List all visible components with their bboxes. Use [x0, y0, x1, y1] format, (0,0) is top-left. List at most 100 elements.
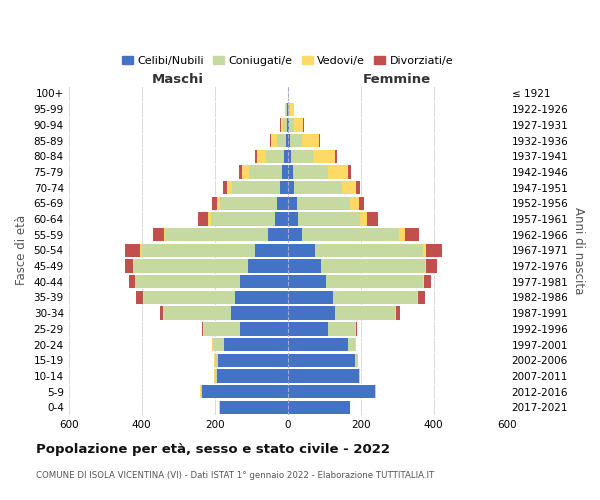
Bar: [136, 291, 143, 304]
Bar: [290, 102, 294, 116]
Bar: [423, 275, 424, 288]
Bar: [164, 306, 231, 320]
Bar: [294, 181, 342, 194]
Bar: [396, 306, 400, 320]
Bar: [427, 244, 442, 257]
Bar: [242, 166, 250, 178]
Bar: [328, 322, 355, 336]
Bar: [287, 369, 359, 382]
Bar: [348, 166, 351, 178]
Bar: [285, 102, 286, 116]
Bar: [160, 306, 163, 320]
Bar: [350, 196, 359, 210]
Bar: [326, 275, 423, 288]
Bar: [136, 275, 240, 288]
Bar: [335, 150, 337, 163]
Bar: [231, 306, 287, 320]
Bar: [334, 291, 417, 304]
Bar: [284, 150, 287, 163]
Bar: [287, 196, 297, 210]
Bar: [298, 212, 360, 226]
Bar: [360, 212, 367, 226]
Bar: [287, 181, 294, 194]
Bar: [425, 260, 427, 273]
Bar: [223, 181, 227, 194]
Bar: [348, 338, 355, 351]
Bar: [287, 354, 355, 367]
Bar: [395, 306, 396, 320]
Bar: [202, 322, 203, 336]
Bar: [142, 244, 255, 257]
Y-axis label: Fasce di età: Fasce di età: [15, 216, 28, 286]
Text: Popolazione per età, sesso e stato civile - 2022: Popolazione per età, sesso e stato civil…: [36, 442, 390, 456]
Bar: [342, 181, 356, 194]
Bar: [297, 196, 350, 210]
Bar: [235, 291, 287, 304]
Bar: [220, 400, 287, 414]
Bar: [319, 134, 320, 147]
Bar: [201, 385, 202, 398]
Bar: [355, 354, 358, 367]
Bar: [302, 134, 319, 147]
Bar: [125, 260, 133, 273]
Bar: [255, 150, 257, 163]
Bar: [220, 196, 277, 210]
Bar: [287, 385, 376, 398]
Bar: [255, 244, 287, 257]
Bar: [280, 118, 281, 132]
Bar: [359, 369, 360, 382]
Bar: [356, 322, 358, 336]
Bar: [277, 196, 287, 210]
Bar: [143, 291, 235, 304]
Bar: [134, 260, 248, 273]
Bar: [227, 181, 232, 194]
Bar: [287, 306, 335, 320]
Bar: [250, 166, 282, 178]
Bar: [217, 369, 287, 382]
Bar: [129, 275, 136, 288]
Text: Femmine: Femmine: [363, 74, 431, 86]
Bar: [335, 306, 395, 320]
Bar: [271, 134, 277, 147]
Bar: [287, 102, 289, 116]
Bar: [313, 150, 335, 163]
Bar: [289, 118, 294, 132]
Bar: [320, 260, 425, 273]
Bar: [287, 244, 315, 257]
Bar: [287, 212, 298, 226]
Bar: [217, 196, 220, 210]
Bar: [287, 118, 289, 132]
Bar: [356, 181, 360, 194]
Bar: [427, 260, 437, 273]
Bar: [287, 338, 348, 351]
Bar: [215, 354, 218, 367]
Bar: [215, 369, 217, 382]
Bar: [404, 228, 419, 241]
Bar: [359, 196, 364, 210]
Bar: [290, 134, 302, 147]
Bar: [240, 322, 287, 336]
Bar: [302, 228, 399, 241]
Bar: [164, 228, 166, 241]
Bar: [289, 102, 290, 116]
Text: COMUNE DI ISOLA VICENTINA (VI) - Dati ISTAT 1° gennaio 2022 - Elaborazione TUTTI: COMUNE DI ISOLA VICENTINA (VI) - Dati IS…: [36, 470, 434, 480]
Bar: [270, 134, 271, 147]
Bar: [423, 244, 427, 257]
Bar: [133, 260, 134, 273]
Bar: [315, 244, 423, 257]
Bar: [399, 228, 404, 241]
Bar: [287, 275, 326, 288]
Y-axis label: Anni di nascita: Anni di nascita: [572, 206, 585, 294]
Bar: [286, 102, 287, 116]
Bar: [293, 166, 328, 178]
Bar: [218, 354, 287, 367]
Bar: [418, 291, 425, 304]
Bar: [292, 150, 313, 163]
Bar: [208, 212, 211, 226]
Bar: [328, 166, 348, 178]
Bar: [287, 150, 292, 163]
Bar: [212, 196, 217, 210]
Bar: [424, 275, 431, 288]
Legend: Celibi/Nubili, Coniugati/e, Vedovi/e, Divorziati/e: Celibi/Nubili, Coniugati/e, Vedovi/e, Di…: [118, 52, 458, 70]
Bar: [287, 291, 334, 304]
